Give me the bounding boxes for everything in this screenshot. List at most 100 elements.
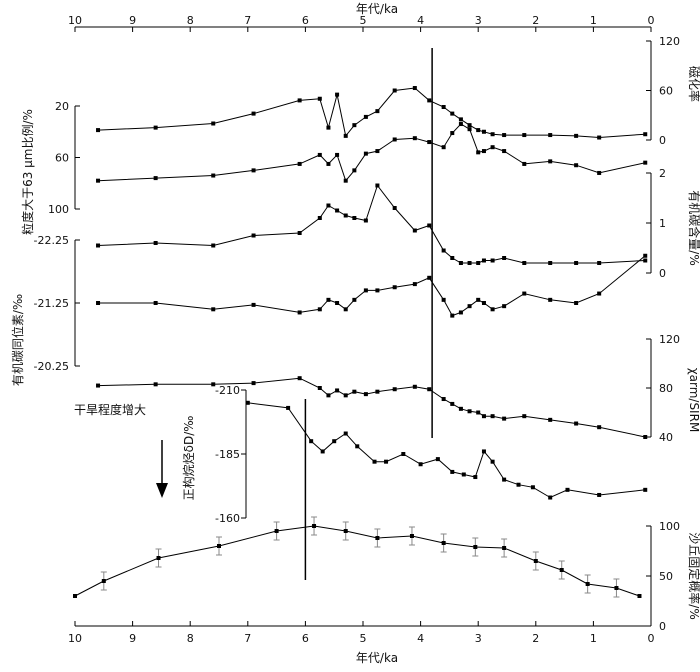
organic-carbon-isotope-point: [326, 297, 331, 302]
grain-size-point: [251, 168, 256, 173]
dune-fixation-point: [156, 556, 161, 560]
dune-fixation-point: [375, 536, 380, 540]
grain-size-point: [476, 150, 481, 155]
organic-carbon-point: [363, 218, 368, 223]
organic-carbon-point: [317, 216, 322, 220]
organic-carbon-isotope-point: [643, 253, 648, 258]
magnetic-susceptibility-tick-label: 120: [659, 35, 680, 48]
magnetic-susceptibility-point: [467, 123, 472, 128]
dune-fixation-point: [409, 534, 414, 538]
magnetic-susceptibility-point: [441, 105, 446, 109]
x-tick-label-top: 2: [532, 14, 539, 27]
organic-carbon-isotope-point: [548, 297, 553, 302]
n-alkane-deuterium-tick-label: -160: [215, 512, 240, 525]
x-tick-label-bottom: 7: [244, 632, 251, 645]
magnetic-susceptibility-point: [96, 128, 101, 133]
grain-size-tick-label: 100: [48, 203, 69, 216]
organic-carbon-point: [548, 261, 553, 265]
ylabel-magnetic-susceptibility: 磁化率: [687, 66, 700, 102]
organic-carbon-point: [251, 233, 256, 238]
organic-carbon-point: [490, 258, 495, 263]
organic-carbon-isotope-point: [441, 297, 446, 302]
x-tick-label-top: 9: [129, 14, 136, 27]
n-alkane-deuterium-point: [548, 495, 553, 500]
grain-size-tick-label: 60: [55, 152, 69, 165]
organic-carbon-isotope-point: [375, 288, 380, 293]
dune-fixation-point: [533, 559, 538, 563]
chi-arm-sirm-point: [450, 401, 455, 406]
chi-arm-sirm-point: [476, 410, 481, 415]
grain-size-point: [392, 137, 397, 142]
magnetic-susceptibility-point: [317, 96, 322, 101]
chi-arm-sirm-point: [326, 393, 331, 398]
organic-carbon-point: [96, 243, 101, 248]
organic-carbon-isotope-tick-label: -22.25: [34, 234, 69, 247]
grain-size-point: [363, 151, 368, 156]
organic-carbon-isotope-point: [96, 301, 101, 305]
organic-carbon-isotope-point: [153, 301, 158, 305]
organic-carbon-isotope-tick-label: -21.25: [34, 297, 69, 310]
organic-carbon-point: [502, 256, 507, 260]
ylabel-chi-arm-sirm: χarm/SIRM: [687, 368, 700, 433]
dune-fixation-point: [585, 582, 590, 586]
organic-carbon-point: [597, 261, 602, 265]
dune-fixation-point: [441, 541, 446, 545]
organic-carbon-isotope-point: [476, 297, 481, 302]
magnetic-susceptibility-point: [392, 88, 397, 93]
ylabel-organic-carbon-isotope: 有机碳同位素/‰: [10, 294, 25, 386]
organic-carbon-point: [297, 231, 302, 235]
chi-arm-sirm-point: [548, 417, 553, 422]
grain-size-line: [97, 123, 646, 182]
chi-arm-sirm-tick-label: 80: [659, 382, 673, 395]
grain-size-point: [153, 176, 158, 181]
n-alkane-deuterium-point: [343, 431, 348, 436]
chi-arm-sirm-point: [574, 421, 579, 426]
n-alkane-deuterium-tick-label: -185: [215, 448, 240, 461]
organic-carbon-point: [211, 243, 216, 248]
n-alkane-deuterium-point: [530, 485, 535, 490]
organic-carbon-isotope-point: [467, 304, 472, 309]
magnetic-susceptibility-point: [427, 98, 432, 103]
dune-fixation-point: [473, 545, 478, 549]
x-axis-title-top: 年代/ka: [356, 2, 398, 16]
grain-size-point: [522, 161, 527, 166]
organic-carbon-isotope-point: [251, 302, 256, 307]
chi-arm-sirm-point: [251, 381, 256, 386]
chi-arm-sirm-point: [343, 393, 348, 398]
magnetic-susceptibility-tick-label: 60: [659, 85, 673, 98]
organic-carbon-point: [458, 261, 463, 265]
n-alkane-deuterium-point: [565, 487, 570, 492]
x-tick-label-top: 3: [475, 14, 482, 27]
magnetic-susceptibility-point: [326, 125, 331, 130]
chi-arm-sirm-point: [490, 414, 495, 419]
x-tick-label-top: 7: [244, 14, 251, 27]
n-alkane-deuterium-point: [490, 459, 495, 464]
magnetic-susceptibility-point: [548, 133, 553, 138]
magnetic-susceptibility-point: [412, 86, 417, 91]
n-alkane-deuterium-point: [418, 462, 423, 467]
grain-size-point: [548, 159, 553, 164]
n-alkane-deuterium-point: [502, 477, 507, 482]
organic-carbon-isotope-point: [502, 304, 507, 309]
chi-arm-sirm-point: [412, 384, 417, 389]
x-tick-label-top: 0: [648, 14, 655, 27]
n-alkane-deuterium-point: [332, 439, 337, 444]
dune-fixation-tick-label: 0: [659, 620, 666, 633]
grain-size-point: [297, 161, 302, 166]
grain-size-point: [450, 131, 455, 136]
n-alkane-deuterium-point: [643, 487, 648, 492]
grain-size-point: [441, 145, 446, 150]
x-tick-label-bottom: 1: [590, 632, 597, 645]
chi-arm-sirm-point: [96, 383, 101, 388]
organic-carbon-isotope-tick-label: -20.25: [34, 360, 69, 373]
x-tick-label-top: 1: [590, 14, 597, 27]
x-tick-label-bottom: 10: [68, 632, 82, 645]
x-tick-label-bottom: 2: [532, 632, 539, 645]
organic-carbon-tick-label: 1: [659, 217, 666, 230]
grain-size-point: [490, 145, 495, 150]
magnetic-susceptibility-point: [153, 125, 158, 130]
magnetic-susceptibility-point: [335, 92, 340, 97]
x-axis-title-bottom: 年代/ka: [356, 651, 398, 665]
